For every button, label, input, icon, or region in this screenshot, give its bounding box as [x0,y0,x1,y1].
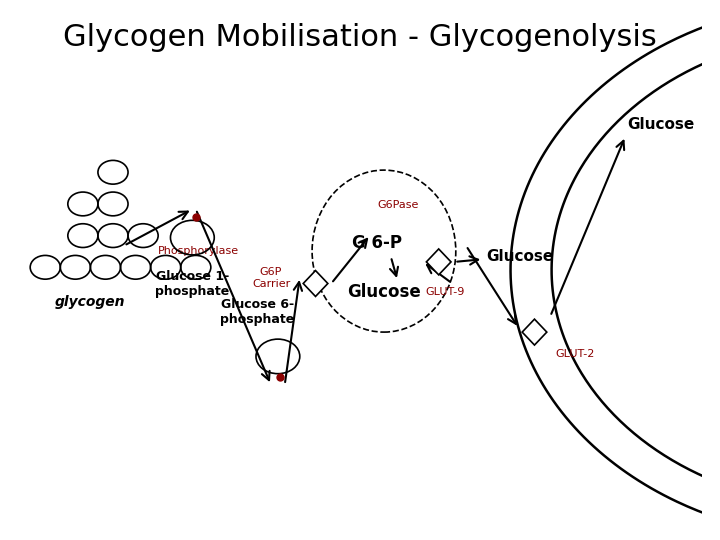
Text: Glucose: Glucose [627,117,694,132]
Polygon shape [522,319,546,345]
Text: Glucose: Glucose [487,249,554,264]
Text: Glucose 6-
phosphate: Glucose 6- phosphate [220,298,294,326]
Text: glycogen: glycogen [55,295,126,309]
Text: Glycogen Mobilisation - Glycogenolysis: Glycogen Mobilisation - Glycogenolysis [63,23,657,52]
Text: G 6-P: G 6-P [352,234,402,252]
Text: GLUT-2: GLUT-2 [555,349,595,359]
Text: Phosphorylase: Phosphorylase [158,246,239,256]
Text: G6P
Carrier: G6P Carrier [252,267,290,289]
Text: G6Pase: G6Pase [377,200,418,210]
Polygon shape [303,271,328,296]
Text: GLUT-9: GLUT-9 [426,287,465,296]
Polygon shape [426,249,451,275]
Text: Glucose: Glucose [347,282,420,301]
Text: Glucose 1-
phosphate: Glucose 1- phosphate [156,269,230,298]
